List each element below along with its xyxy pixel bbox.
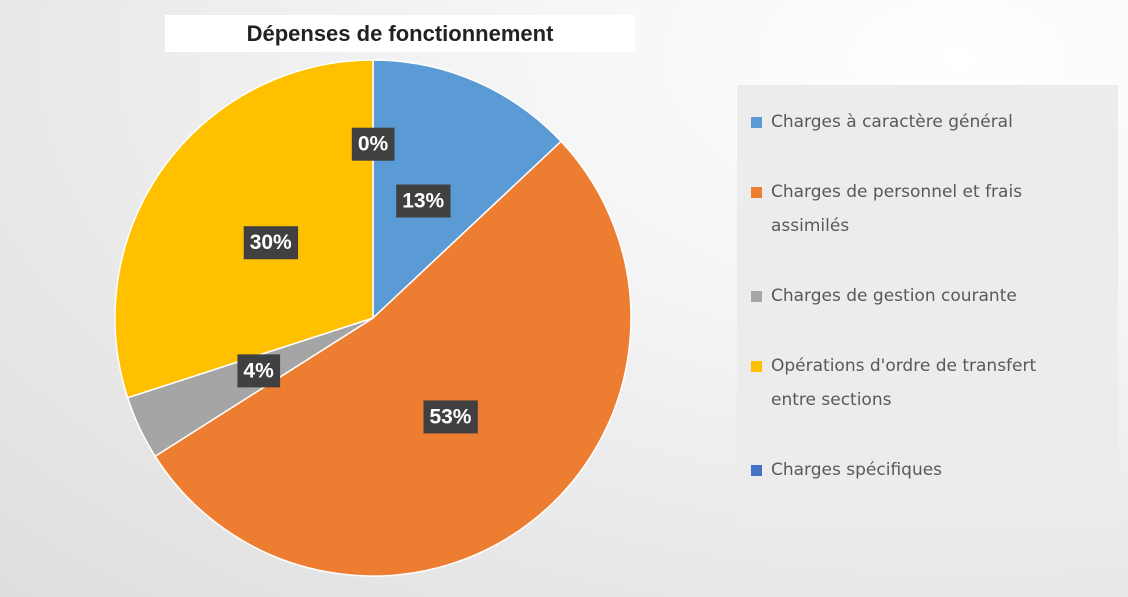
legend-swatch bbox=[751, 187, 762, 198]
legend-swatch bbox=[751, 117, 762, 128]
data-label: 0% bbox=[351, 127, 395, 161]
legend-label: Charges de personnel et frais assimilés bbox=[771, 182, 1023, 236]
data-label-text: 53% bbox=[429, 405, 471, 428]
legend-item: Opérations d'ordre de transfert entre se… bbox=[737, 349, 1071, 417]
legend-swatch bbox=[751, 465, 762, 476]
pie-slice bbox=[154, 140, 632, 577]
data-label-text: 30% bbox=[250, 231, 292, 254]
legend: Charges à caractère général Charges de pe… bbox=[737, 85, 1118, 528]
legend-item: Charges de gestion courante bbox=[737, 279, 1071, 313]
data-label-text: 0% bbox=[358, 133, 389, 156]
data-label: 53% bbox=[423, 400, 478, 434]
legend-item: Charges à caractère général bbox=[737, 105, 1071, 139]
legend-swatch bbox=[751, 361, 762, 372]
data-label: 4% bbox=[237, 354, 281, 388]
legend-label: Charges à caractère général bbox=[771, 112, 1013, 132]
legend-label: Charges spécifiques bbox=[771, 460, 943, 480]
legend-label: Charges de gestion courante bbox=[771, 286, 1017, 306]
data-label-box bbox=[237, 354, 281, 388]
legend-label: Opérations d'ordre de transfert entre se… bbox=[771, 356, 1037, 410]
data-label: 13% bbox=[396, 184, 451, 218]
data-label-box bbox=[243, 226, 299, 260]
data-label-box bbox=[351, 127, 395, 161]
legend-item: Charges de personnel et frais assimilés bbox=[737, 175, 1071, 243]
chart-title: Dépenses de fonctionnement bbox=[165, 15, 635, 52]
data-label: 30% bbox=[243, 226, 299, 260]
data-label-box bbox=[423, 400, 478, 434]
data-label-text: 13% bbox=[402, 190, 444, 213]
legend-swatch bbox=[751, 291, 762, 302]
data-label-box bbox=[396, 184, 451, 218]
legend-item: Charges spécifiques bbox=[737, 453, 1071, 487]
pie-slice bbox=[372, 59, 563, 320]
data-label-text: 4% bbox=[243, 359, 274, 382]
